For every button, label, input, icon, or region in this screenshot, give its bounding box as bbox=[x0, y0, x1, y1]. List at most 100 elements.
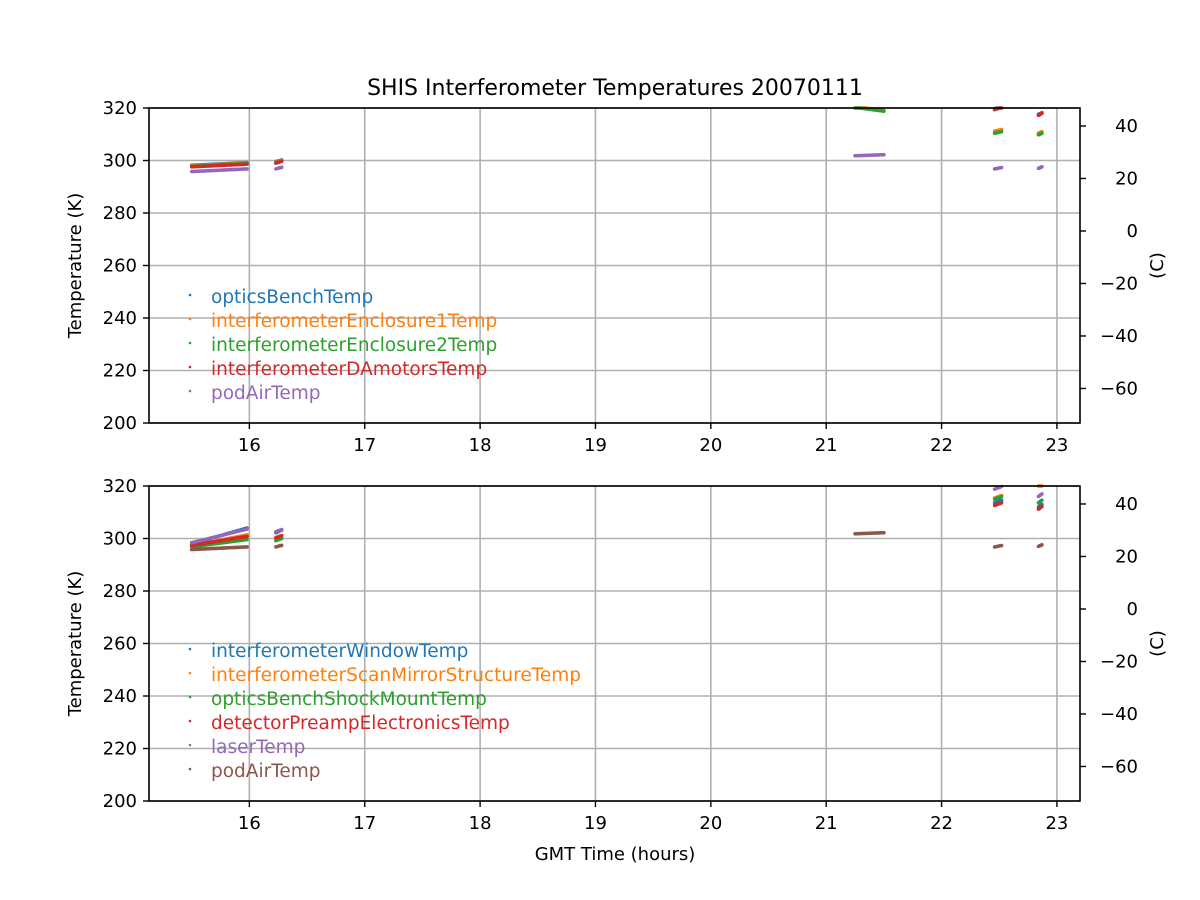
data-point bbox=[1040, 131, 1044, 135]
data-point bbox=[1040, 543, 1044, 547]
y-axis-label: Temperature (K) bbox=[65, 571, 86, 718]
y-tick-label: 300 bbox=[103, 151, 137, 172]
series-opticsBenchShockMountTemp bbox=[189, 494, 1044, 549]
data-point bbox=[279, 543, 284, 548]
legend-entry: interferometerDAmotorsTemp bbox=[211, 359, 487, 380]
legend-marker bbox=[188, 293, 192, 297]
data-point bbox=[279, 527, 284, 532]
legend-entry: opticsBenchShockMountTemp bbox=[211, 689, 487, 710]
data-point bbox=[999, 498, 1004, 502]
y-axis-label: Temperature (K) bbox=[65, 193, 86, 340]
data-point bbox=[245, 534, 249, 539]
figure-title: SHIS Interferometer Temperatures 2007011… bbox=[367, 76, 863, 101]
legend-marker bbox=[188, 743, 192, 747]
right-y-tick-label: −60 bbox=[1100, 378, 1138, 399]
data-point bbox=[245, 167, 249, 171]
x-axis-label: GMT Time (hours) bbox=[535, 844, 696, 865]
data-point bbox=[882, 109, 886, 113]
legend-entry: detectorPreampElectronicsTemp bbox=[211, 713, 510, 734]
x-tick-label: 16 bbox=[238, 435, 261, 456]
data-point bbox=[999, 129, 1004, 134]
right-y-tick-label: 40 bbox=[1115, 116, 1138, 137]
y-tick-label: 240 bbox=[103, 686, 137, 707]
x-tick-label: 19 bbox=[584, 435, 607, 456]
right-y-tick-label: −60 bbox=[1100, 756, 1138, 777]
x-tick-label: 22 bbox=[930, 813, 953, 834]
data-point bbox=[999, 494, 1004, 499]
legend-marker bbox=[188, 365, 192, 369]
y-tick-label: 220 bbox=[103, 361, 137, 382]
right-y-tick-label: −20 bbox=[1100, 273, 1138, 294]
legend-entry: interferometerEnclosure1Temp bbox=[211, 311, 497, 332]
y-tick-label: 260 bbox=[103, 256, 137, 277]
legend-entry: interferometerWindowTemp bbox=[211, 641, 468, 662]
right-y-tick-label: 0 bbox=[1127, 599, 1138, 620]
legend-entry: laserTemp bbox=[211, 737, 305, 758]
legend-marker bbox=[188, 695, 192, 699]
data-point bbox=[999, 165, 1004, 170]
data-point bbox=[999, 543, 1004, 548]
y-tick-label: 280 bbox=[103, 581, 137, 602]
data-point bbox=[1040, 492, 1044, 496]
x-tick-label: 20 bbox=[699, 435, 722, 456]
right-y-tick-label: −40 bbox=[1100, 326, 1138, 347]
x-tick-label: 20 bbox=[699, 813, 722, 834]
x-tick-label: 17 bbox=[353, 813, 376, 834]
x-tick-label: 21 bbox=[815, 435, 838, 456]
x-tick-label: 21 bbox=[815, 813, 838, 834]
data-point bbox=[245, 527, 249, 531]
y-tick-label: 300 bbox=[103, 529, 137, 550]
y-tick-label: 320 bbox=[103, 476, 137, 497]
y-tick-label: 260 bbox=[103, 634, 137, 655]
series-podAirTemp bbox=[189, 152, 1044, 174]
x-tick-label: 16 bbox=[238, 813, 261, 834]
data-point bbox=[245, 162, 249, 166]
legend-entry: podAirTemp bbox=[211, 761, 321, 782]
data-point bbox=[999, 501, 1004, 505]
data-points bbox=[189, 484, 1044, 552]
x-tick-label: 17 bbox=[353, 435, 376, 456]
series-podAirTemp bbox=[189, 530, 1044, 552]
data-points bbox=[189, 106, 1044, 174]
legend-marker bbox=[188, 647, 192, 651]
x-tick-label: 22 bbox=[930, 435, 953, 456]
data-point bbox=[245, 545, 249, 549]
right-y-tick-label: −20 bbox=[1100, 651, 1138, 672]
legend-marker bbox=[188, 389, 192, 393]
legend-entry: interferometerEnclosure2Temp bbox=[211, 335, 497, 356]
legend-marker bbox=[188, 767, 192, 771]
right-y-axis-label: (C) bbox=[1147, 252, 1168, 279]
right-y-tick-label: 20 bbox=[1115, 546, 1138, 567]
data-point bbox=[245, 537, 249, 542]
y-tick-label: 320 bbox=[103, 98, 137, 119]
legend-entry: podAirTemp bbox=[211, 383, 321, 404]
legend: interferometerWindowTemp interferometerSc… bbox=[188, 641, 581, 782]
bottom-panel: 16 17 18 19 20 21 22 23200220240260280300320−60… bbox=[65, 476, 1168, 834]
x-tick-label: 19 bbox=[584, 813, 607, 834]
legend-entry: opticsBenchTemp bbox=[211, 287, 373, 308]
data-point bbox=[279, 159, 284, 164]
x-tick-label: 18 bbox=[469, 435, 492, 456]
data-point bbox=[1040, 165, 1044, 169]
right-y-tick-label: 40 bbox=[1115, 494, 1138, 515]
series-detectorPreampElectronicsTemp bbox=[189, 501, 1044, 548]
x-tick-label: 18 bbox=[469, 813, 492, 834]
series-interferometerDAmotorsTemp bbox=[189, 106, 1044, 169]
right-y-axis-label: (C) bbox=[1147, 630, 1168, 657]
y-tick-label: 200 bbox=[103, 791, 137, 812]
legend-marker bbox=[188, 719, 192, 723]
right-y-tick-label: 20 bbox=[1115, 168, 1138, 189]
top-panel: 16 17 18 19 20 21 22 23200220240260280300320−60… bbox=[65, 98, 1168, 456]
legend-marker bbox=[188, 671, 192, 675]
y-tick-label: 200 bbox=[103, 413, 137, 434]
right-y-tick-label: 0 bbox=[1127, 221, 1138, 242]
y-tick-label: 220 bbox=[103, 739, 137, 760]
y-tick-label: 240 bbox=[103, 308, 137, 329]
right-y-tick-label: −40 bbox=[1100, 704, 1138, 725]
data-point bbox=[882, 152, 886, 157]
data-point bbox=[279, 534, 284, 538]
y-tick-label: 280 bbox=[103, 203, 137, 224]
legend: opticsBenchTemp interferometerEnclosure1T… bbox=[188, 287, 497, 404]
x-tick-label: 23 bbox=[1045, 435, 1068, 456]
